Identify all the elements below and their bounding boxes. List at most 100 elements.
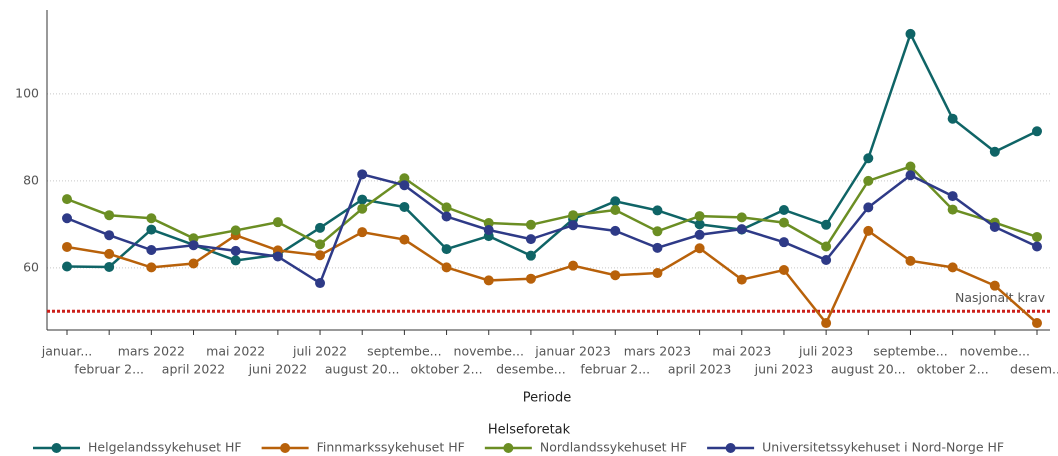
data-point xyxy=(188,258,199,269)
legend-marker xyxy=(503,443,514,453)
data-point xyxy=(905,255,916,266)
x-tick-label: desembe... xyxy=(496,362,566,377)
data-point xyxy=(778,205,789,215)
data-point xyxy=(62,194,72,205)
data-point xyxy=(399,201,410,212)
data-point xyxy=(652,242,663,253)
x-tick-label: januar... xyxy=(41,344,93,359)
data-point xyxy=(146,245,157,255)
data-point xyxy=(230,225,241,236)
x-tick-label: septembe... xyxy=(367,344,441,359)
x-axis-title: Periode xyxy=(523,391,572,406)
data-point xyxy=(610,225,621,236)
data-point xyxy=(62,241,72,252)
data-point xyxy=(188,240,199,251)
legend-marker xyxy=(725,443,736,453)
x-tick-label: april 2023 xyxy=(668,362,731,377)
y-tick-label: 100 xyxy=(15,85,39,100)
data-point xyxy=(399,173,410,184)
data-point xyxy=(315,239,326,250)
data-point xyxy=(525,273,536,284)
data-point xyxy=(736,212,747,223)
data-point xyxy=(62,261,72,272)
data-point xyxy=(568,260,579,271)
x-tick-label: juni 2022 xyxy=(248,362,308,377)
data-point xyxy=(357,194,368,205)
y-tick-label: 60 xyxy=(23,259,39,274)
data-point xyxy=(62,213,72,224)
data-point xyxy=(525,250,536,261)
data-point xyxy=(483,225,494,235)
x-tick-label: februar 2... xyxy=(74,362,144,377)
x-tick-label: oktober 2... xyxy=(917,362,989,377)
data-point xyxy=(104,210,115,221)
data-point xyxy=(863,202,874,213)
data-point xyxy=(821,219,832,230)
data-point xyxy=(821,318,832,329)
data-point xyxy=(736,224,747,235)
data-point xyxy=(357,169,368,180)
x-tick-label: januar 2023 xyxy=(534,344,611,359)
data-point xyxy=(821,255,832,265)
data-point xyxy=(694,219,705,230)
data-point xyxy=(989,146,1000,157)
data-point xyxy=(778,237,789,248)
data-point xyxy=(947,113,958,124)
data-point xyxy=(568,210,579,221)
legend-label: Helgelandssykehuset HF xyxy=(88,440,242,455)
x-tick-label: novembe... xyxy=(454,344,524,359)
data-point xyxy=(272,251,283,262)
legend-label: Finnmarkssykehuset HF xyxy=(317,440,465,455)
series-line xyxy=(66,228,1038,326)
data-point xyxy=(905,170,916,181)
data-point xyxy=(863,225,874,236)
x-tick-label: septembe... xyxy=(873,344,947,359)
x-tick-label: august 20... xyxy=(831,362,906,377)
legend-marker xyxy=(51,443,62,453)
data-point xyxy=(947,191,958,202)
data-point xyxy=(441,244,452,255)
data-point xyxy=(736,274,747,285)
data-point xyxy=(694,229,705,240)
data-point xyxy=(863,175,874,186)
reference-label: Nasjonalt krav xyxy=(955,290,1046,305)
data-point xyxy=(821,241,832,252)
series-line xyxy=(66,165,1038,249)
x-tick-label: august 20... xyxy=(325,362,400,377)
data-point xyxy=(315,278,326,289)
y-tick-label: 80 xyxy=(23,172,39,187)
data-point xyxy=(905,28,916,39)
data-point xyxy=(146,213,157,224)
data-point xyxy=(652,226,663,237)
series-line xyxy=(66,30,1038,269)
x-tick-label: novembe... xyxy=(960,344,1030,359)
x-tick-label: desem... xyxy=(1010,362,1058,377)
data-point xyxy=(525,219,536,230)
data-point xyxy=(399,180,410,191)
data-point xyxy=(947,262,958,273)
x-tick-label: mars 2023 xyxy=(624,344,691,359)
data-point xyxy=(905,161,916,172)
data-point xyxy=(989,221,1000,232)
data-point xyxy=(989,280,1000,291)
x-tick-label: april 2022 xyxy=(162,362,225,377)
data-point xyxy=(230,245,241,256)
data-point xyxy=(525,234,536,245)
data-point xyxy=(1032,231,1042,242)
data-point xyxy=(694,243,705,254)
legend-label: Nordlandssykehuset HF xyxy=(540,440,687,455)
series-line xyxy=(66,172,1038,285)
data-point xyxy=(863,153,874,164)
x-tick-label: februar 2... xyxy=(580,362,650,377)
data-point xyxy=(441,262,452,273)
legend-title: Helseforetak xyxy=(488,423,571,438)
data-point xyxy=(1032,126,1042,137)
data-point xyxy=(652,205,663,216)
data-point xyxy=(441,211,452,222)
data-point xyxy=(357,203,368,214)
data-point xyxy=(483,275,494,286)
data-point xyxy=(610,205,621,215)
x-tick-label: mars 2022 xyxy=(118,344,185,359)
data-point xyxy=(104,261,115,272)
